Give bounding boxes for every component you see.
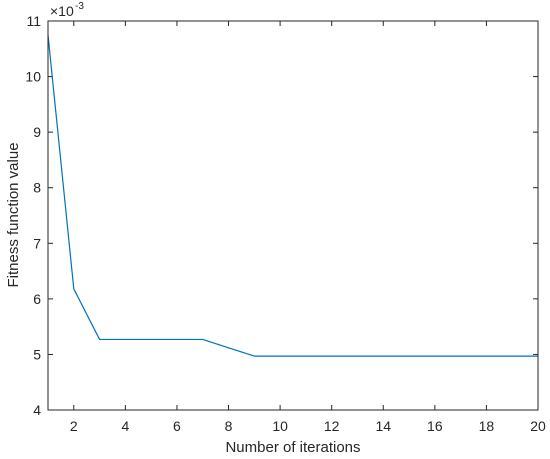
x-tick-label: 2 <box>70 418 78 434</box>
x-tick-label: 14 <box>375 418 391 434</box>
series-group <box>47 34 538 357</box>
ticks-group <box>48 20 539 411</box>
plot-area <box>48 21 538 410</box>
x-tick-label: 12 <box>324 418 340 434</box>
y-tick-label: 7 <box>33 235 41 251</box>
x-tick-label: 4 <box>121 418 129 434</box>
series-line <box>47 34 538 357</box>
y-multiplier-label: ×10 <box>50 3 74 19</box>
y-tick-label: 10 <box>25 69 41 85</box>
y-tick-label: 5 <box>33 346 41 362</box>
x-tick-label: 8 <box>225 418 233 434</box>
y-multiplier-exponent: -3 <box>75 1 84 12</box>
x-axis-label: Number of iterations <box>225 439 360 456</box>
x-tick-label: 10 <box>272 418 288 434</box>
y-axis-label: Fitness function value <box>5 142 22 287</box>
x-tick-label: 6 <box>173 418 181 434</box>
x-tick-label: 18 <box>479 418 495 434</box>
y-tick-label: 8 <box>33 180 41 196</box>
axes-box <box>47 20 539 411</box>
tick-labels-group: 2 4 6 8 10 12 14 16 18 20 4 5 6 7 8 9 10 11 <box>25 13 546 434</box>
y-tick-label: 6 <box>33 291 41 307</box>
y-tick-label: 4 <box>33 402 41 418</box>
x-tick-label: 16 <box>427 418 443 434</box>
x-tick-label: 20 <box>530 418 546 434</box>
y-tick-label: 11 <box>26 13 41 29</box>
y-tick-label: 9 <box>33 124 41 140</box>
